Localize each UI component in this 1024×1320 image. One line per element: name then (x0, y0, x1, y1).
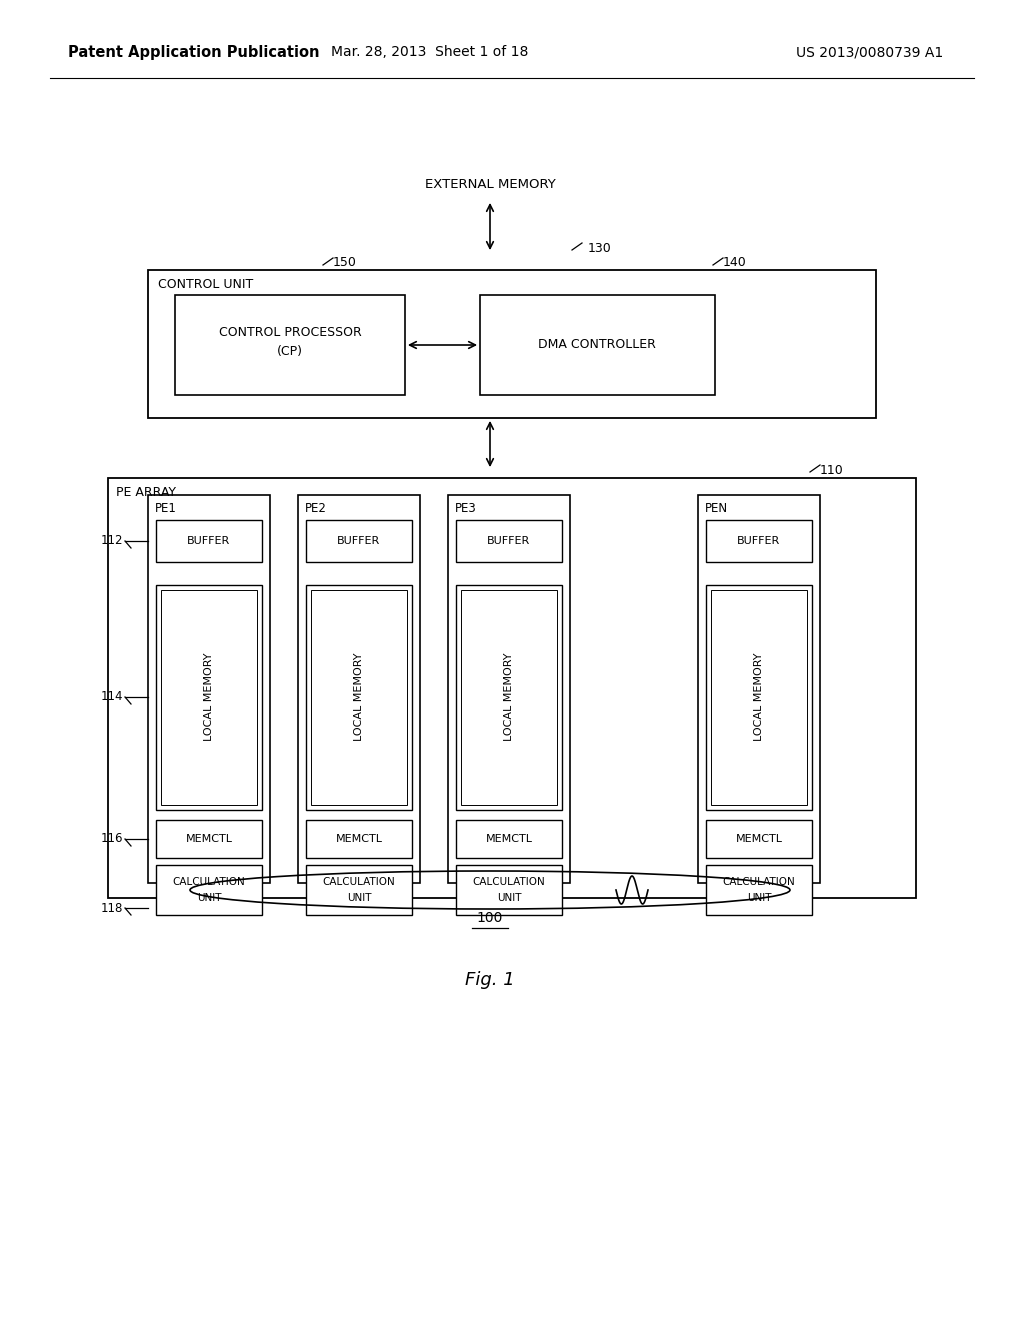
Bar (706, 520, 812, 562)
Text: PEN: PEN (705, 503, 728, 516)
Bar (698, 495, 820, 883)
Text: LOCAL MEMORY: LOCAL MEMORY (754, 653, 764, 742)
Text: LOCAL MEMORY: LOCAL MEMORY (354, 653, 364, 742)
Bar (461, 590, 557, 805)
Bar (306, 865, 412, 915)
Text: Mar. 28, 2013  Sheet 1 of 18: Mar. 28, 2013 Sheet 1 of 18 (332, 45, 528, 59)
Text: PE ARRAY: PE ARRAY (116, 486, 176, 499)
Text: UNIT: UNIT (197, 894, 221, 903)
Bar (456, 820, 562, 858)
Text: BUFFER: BUFFER (337, 536, 381, 546)
Text: UNIT: UNIT (347, 894, 372, 903)
Text: US 2013/0080739 A1: US 2013/0080739 A1 (797, 45, 944, 59)
Text: 130: 130 (588, 242, 612, 255)
Text: CONTROL UNIT: CONTROL UNIT (159, 277, 254, 290)
Bar (156, 820, 262, 858)
Bar (706, 865, 812, 915)
Text: 118: 118 (100, 902, 123, 915)
Text: MEMCTL: MEMCTL (336, 834, 383, 843)
Text: CONTROL PROCESSOR: CONTROL PROCESSOR (219, 326, 361, 338)
Text: CALCULATION: CALCULATION (323, 876, 395, 887)
Text: (CP): (CP) (278, 346, 303, 359)
Text: MEMCTL: MEMCTL (735, 834, 782, 843)
Bar (706, 585, 812, 810)
Text: CALCULATION: CALCULATION (723, 876, 796, 887)
Text: Fig. 1: Fig. 1 (465, 972, 515, 989)
Bar (161, 590, 257, 805)
Text: PE3: PE3 (455, 503, 477, 516)
Bar (456, 585, 562, 810)
Text: 110: 110 (820, 463, 844, 477)
Text: 112: 112 (100, 535, 123, 548)
Bar (156, 520, 262, 562)
Text: EXTERNAL MEMORY: EXTERNAL MEMORY (425, 178, 555, 191)
Bar (706, 820, 812, 858)
Bar (156, 865, 262, 915)
Text: UNIT: UNIT (497, 894, 521, 903)
Bar (148, 495, 270, 883)
Bar (456, 865, 562, 915)
Text: CALCULATION: CALCULATION (473, 876, 546, 887)
Bar (449, 495, 570, 883)
Text: LOCAL MEMORY: LOCAL MEMORY (204, 653, 214, 742)
Text: UNIT: UNIT (746, 894, 771, 903)
Bar (306, 585, 412, 810)
Text: BUFFER: BUFFER (737, 536, 780, 546)
Bar (298, 495, 420, 883)
Text: LOCAL MEMORY: LOCAL MEMORY (504, 653, 514, 742)
Bar (156, 585, 262, 810)
Text: CALCULATION: CALCULATION (173, 876, 246, 887)
Bar (175, 294, 406, 395)
Text: PE2: PE2 (305, 503, 327, 516)
Bar (306, 520, 412, 562)
Text: 100: 100 (477, 911, 503, 925)
Text: BUFFER: BUFFER (187, 536, 230, 546)
Text: Patent Application Publication: Patent Application Publication (68, 45, 319, 59)
Bar (711, 590, 807, 805)
Text: 114: 114 (100, 690, 123, 704)
Text: MEMCTL: MEMCTL (185, 834, 232, 843)
Bar (480, 294, 715, 395)
Text: DMA CONTROLLER: DMA CONTROLLER (538, 338, 656, 351)
Text: BUFFER: BUFFER (487, 536, 530, 546)
Bar (311, 590, 407, 805)
Bar (456, 520, 562, 562)
Text: 150: 150 (333, 256, 357, 269)
Text: 116: 116 (100, 833, 123, 846)
Text: MEMCTL: MEMCTL (485, 834, 532, 843)
Bar (108, 478, 916, 898)
Text: 140: 140 (723, 256, 746, 269)
Text: PE1: PE1 (155, 503, 177, 516)
Bar (148, 271, 876, 418)
Bar (306, 820, 412, 858)
